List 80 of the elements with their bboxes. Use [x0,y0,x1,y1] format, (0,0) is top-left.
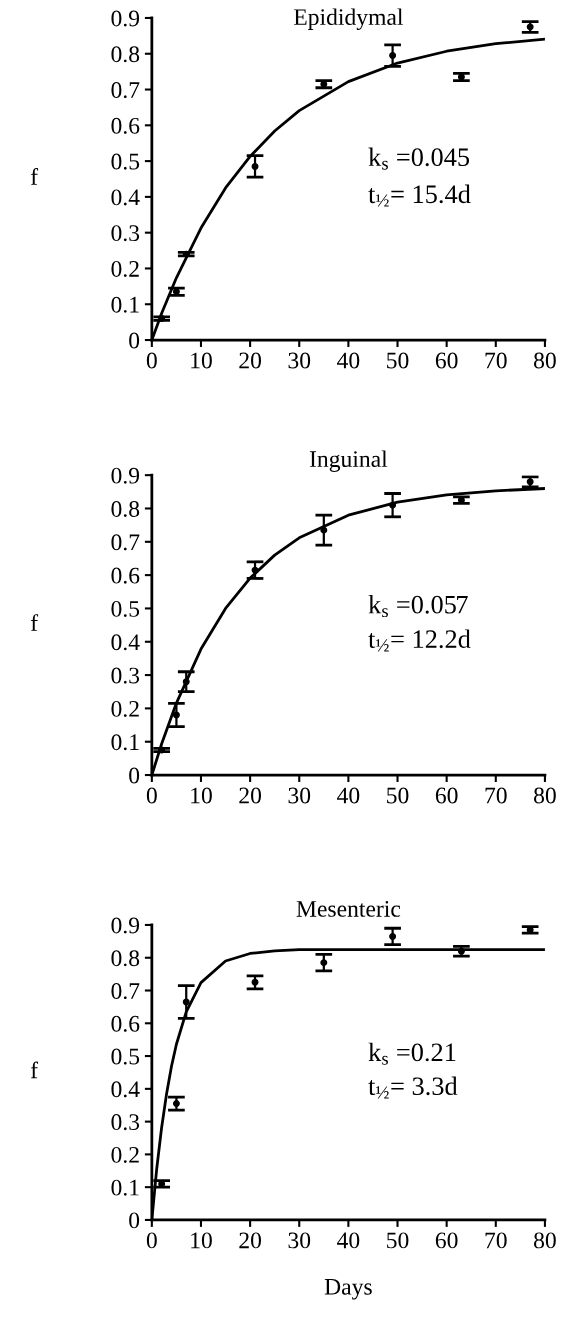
y-tick-label: 0.1 [111,296,139,313]
chart-title: Mesenteric [296,901,401,917]
y-tick-label: 0.7 [111,534,140,551]
x-tick-label: 20 [239,787,262,804]
point [182,998,190,1006]
x-tick-label: 70 [485,1232,507,1249]
y-tick-label: 0.1 [111,1179,139,1196]
y-tick-label: 0.3 [111,667,140,684]
y-tick-label: 0 [129,332,140,349]
x-tick-label: 20 [239,1232,262,1249]
x-tick-label: 30 [288,352,311,369]
x-tick-label: 10 [191,787,212,804]
x-tick-label: 40 [337,352,360,369]
y-axis-title: f [30,168,39,185]
y-tick-label: 0.9 [111,10,140,27]
y-tick-label: 0.2 [111,700,139,717]
annotation: k$_{s}$ =0.21 [368,1042,456,1065]
x-axis-title: Days [324,1279,372,1300]
point [389,52,397,60]
y-tick-label: 0.4 [111,189,140,206]
x-tick-label: 60 [435,352,458,369]
x-tick-label: 50 [387,1232,409,1249]
y-tick-label: 0.4 [111,634,140,651]
y-tick-label: 0.5 [111,600,140,617]
y-tick-label: 0.3 [111,225,140,242]
y-tick-label: 0.7 [111,983,140,1000]
y-tick-label: 0.8 [111,500,140,518]
annotation: t$_{½}$= 15.4d [368,184,471,207]
y-tick-label: 0 [129,1212,140,1229]
y-tick-label: 0.9 [111,917,140,934]
x-tick-label: 10 [191,352,212,369]
y-tick-label: 0.8 [111,46,140,63]
point [320,959,328,967]
y-tick-label: 0.5 [111,1048,140,1065]
chart-title: Epididymal [293,8,403,30]
point [320,526,328,534]
x-tick-label: 80 [534,1232,556,1249]
x-tick-label: 30 [288,1232,311,1249]
x-tick-label: 70 [485,787,507,804]
x-tick-label: 30 [288,787,311,804]
annotation: t$_{½}$= 3.3d [368,1076,458,1099]
y-tick-label: 0.2 [111,1146,139,1163]
y-tick-label: 0.6 [111,117,140,134]
x-tick-label: 0 [146,1232,157,1249]
point [182,678,190,686]
point [251,566,259,574]
x-tick-label: 50 [387,352,409,369]
x-tick-label: 40 [337,787,360,804]
annotation: k$_{s}$ =0.045 [368,147,470,170]
point [251,162,259,170]
x-tick-label: 0 [146,787,157,804]
annotation: k$_{s}$ =0.057 [368,594,468,618]
y-tick-label: 0.7 [111,82,140,99]
y-tick-label: 0 [129,767,140,784]
x-tick-label: 20 [239,352,262,369]
point [389,932,397,940]
y-tick-label: 0.1 [111,734,139,751]
x-tick-label: 40 [337,1232,360,1249]
x-tick-label: 50 [387,787,409,804]
y-tick-label: 0.3 [111,1114,140,1131]
x-tick-label: 80 [534,787,556,804]
annotation: t$_{½}$= 12.2d [368,629,471,652]
x-tick-label: 70 [485,352,507,369]
y-tick-label: 0.6 [111,567,140,584]
y-axis-title: f [30,1061,39,1079]
y-tick-label: 0.5 [111,153,140,170]
y-tick-label: 0.8 [111,950,140,967]
y-axis-title: f [30,614,39,631]
x-tick-label: 10 [191,1232,212,1249]
point [172,711,180,719]
y-tick-label: 0.2 [111,260,139,277]
y-tick-label: 0.6 [111,1015,140,1032]
x-tick-label: 0 [146,352,157,369]
point [389,501,397,509]
x-tick-label: 60 [435,787,458,804]
chart-title: Inguinal [309,450,388,472]
y-tick-label: 0.9 [111,467,140,484]
x-tick-label: 60 [435,1232,458,1249]
y-tick-label: 0.4 [111,1081,140,1098]
x-tick-label: 80 [534,352,556,369]
